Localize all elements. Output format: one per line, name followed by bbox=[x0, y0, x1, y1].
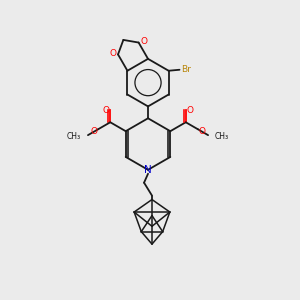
Text: O: O bbox=[198, 127, 205, 136]
Text: O: O bbox=[110, 49, 117, 58]
Text: O: O bbox=[186, 106, 193, 115]
Text: O: O bbox=[103, 106, 110, 115]
Text: O: O bbox=[91, 127, 98, 136]
Text: N: N bbox=[144, 165, 152, 175]
Text: CH₃: CH₃ bbox=[67, 132, 81, 141]
Text: Br: Br bbox=[182, 65, 191, 74]
Text: CH₃: CH₃ bbox=[215, 132, 229, 141]
Text: O: O bbox=[140, 37, 147, 46]
